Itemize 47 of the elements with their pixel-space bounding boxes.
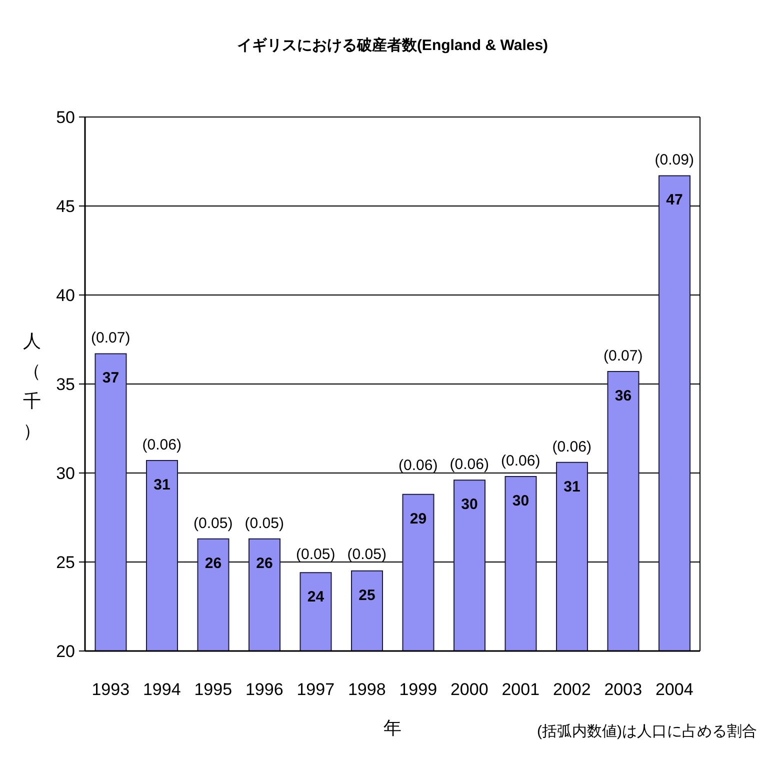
annotation: (0.06) bbox=[552, 438, 592, 456]
data-label: 26 bbox=[204, 554, 222, 572]
data-label: 31 bbox=[564, 478, 580, 496]
annotation: (0.06) bbox=[398, 457, 438, 474]
annotation: (0.06) bbox=[501, 452, 540, 470]
annotation: (0.07) bbox=[91, 330, 130, 347]
data-label: 36 bbox=[614, 388, 632, 405]
x-tick-label: 1995 bbox=[194, 680, 232, 700]
x-tick-label: 1994 bbox=[142, 680, 181, 700]
y-tick-label: 40 bbox=[56, 286, 75, 306]
y-tick-label: 45 bbox=[56, 197, 75, 216]
data-label: 26 bbox=[256, 554, 273, 572]
data-label: 47 bbox=[666, 192, 683, 209]
y-tick-label: 50 bbox=[56, 108, 75, 128]
data-label: 25 bbox=[358, 586, 376, 604]
x-tick-label: 1997 bbox=[296, 680, 335, 700]
x-tick-label: 2003 bbox=[604, 680, 642, 700]
annotation: (0.05) bbox=[296, 546, 336, 563]
annotation: (0.06) bbox=[142, 436, 182, 454]
x-tick-label: 1993 bbox=[92, 680, 130, 700]
data-label: 31 bbox=[154, 476, 170, 494]
x-tick-label: 1999 bbox=[399, 680, 438, 700]
x-axis-title: 年 bbox=[384, 718, 402, 738]
annotation: (0.09) bbox=[654, 152, 694, 169]
y-tick-label: 30 bbox=[56, 464, 75, 484]
x-tick-label: 1998 bbox=[348, 680, 386, 700]
x-tick-label: 2002 bbox=[552, 680, 591, 700]
annotation: (0.05) bbox=[347, 546, 386, 563]
text: (括弧内数値)は人口に占める割合 bbox=[537, 722, 757, 741]
annotation: (0.06) bbox=[450, 456, 489, 474]
y-tick-label: 35 bbox=[56, 375, 75, 394]
data-label: 30 bbox=[461, 496, 478, 514]
data-label: 30 bbox=[512, 492, 530, 510]
data-label: 24 bbox=[307, 588, 325, 606]
x-tick-label: 2000 bbox=[450, 680, 488, 700]
x-tick-label: 1996 bbox=[245, 680, 284, 700]
y-tick-label: 20 bbox=[56, 642, 75, 662]
annotation: (0.07) bbox=[604, 348, 643, 365]
y-tick-label: 25 bbox=[56, 553, 75, 572]
y-axis-title: 人（千） bbox=[22, 330, 42, 443]
annotation: (0.05) bbox=[194, 514, 233, 532]
annotation: (0.05) bbox=[244, 514, 284, 532]
x-tick-label: 2001 bbox=[502, 680, 540, 700]
data-label: 29 bbox=[410, 510, 427, 528]
data-label: 37 bbox=[102, 370, 120, 387]
x-tick-label: 2004 bbox=[655, 680, 694, 700]
chart-title: イギリスにおける破産者数(England & Wales) bbox=[236, 36, 550, 55]
